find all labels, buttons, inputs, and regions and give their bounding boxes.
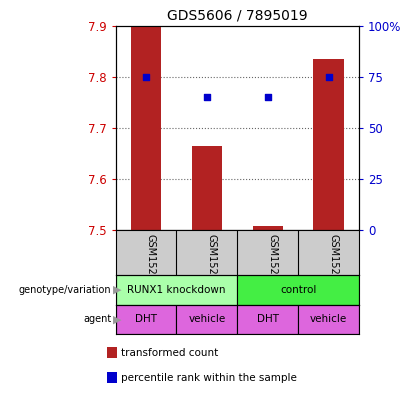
Title: GDS5606 / 7895019: GDS5606 / 7895019 xyxy=(167,9,307,23)
Text: GSM1527242: GSM1527242 xyxy=(146,233,156,299)
Bar xyxy=(107,372,117,384)
Text: ▶: ▶ xyxy=(113,285,122,295)
Text: percentile rank within the sample: percentile rank within the sample xyxy=(121,373,297,383)
Text: RUNX1 knockdown: RUNX1 knockdown xyxy=(127,285,226,295)
Text: control: control xyxy=(280,285,316,295)
Bar xyxy=(176,305,237,334)
Text: agent: agent xyxy=(83,314,111,324)
Bar xyxy=(237,305,298,334)
Text: GSM1527239: GSM1527239 xyxy=(328,233,339,299)
Bar xyxy=(313,59,344,230)
Text: vehicle: vehicle xyxy=(310,314,347,324)
Text: DHT: DHT xyxy=(257,314,279,324)
Point xyxy=(265,94,271,100)
Point xyxy=(325,73,332,80)
Bar xyxy=(116,305,176,334)
Bar xyxy=(107,347,117,358)
Bar xyxy=(298,305,359,334)
Text: vehicle: vehicle xyxy=(188,314,226,324)
Bar xyxy=(131,26,161,230)
Text: genotype/variation: genotype/variation xyxy=(18,285,111,295)
Point xyxy=(143,73,150,80)
Bar xyxy=(116,275,237,305)
Text: DHT: DHT xyxy=(135,314,157,324)
Text: GSM1527241: GSM1527241 xyxy=(207,233,217,299)
Point xyxy=(204,94,210,100)
Text: GSM1527240: GSM1527240 xyxy=(268,233,278,299)
Bar xyxy=(192,146,222,230)
Text: ▶: ▶ xyxy=(113,314,122,324)
Bar xyxy=(237,275,359,305)
Text: transformed count: transformed count xyxy=(121,348,218,358)
Bar xyxy=(252,226,283,230)
